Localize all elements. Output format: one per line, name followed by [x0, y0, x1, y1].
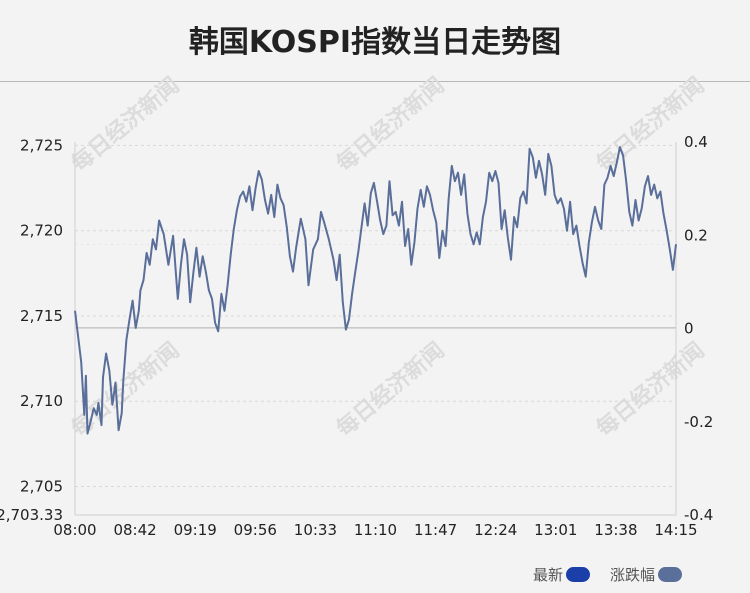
y-right-tick-label: -0.4	[684, 506, 713, 524]
y-left-tick-label: 2,720	[20, 222, 63, 240]
watermark-text: 每日经济新闻	[332, 72, 450, 177]
x-tick-label: 09:19	[174, 521, 217, 539]
y-left-tick-label: 2,705	[20, 478, 63, 496]
y-left-tick-label: 2,710	[20, 392, 63, 410]
watermark-text: 每日经济新闻	[592, 72, 710, 177]
y-right-tick-label: 0.4	[684, 133, 708, 151]
x-tick-label: 09:56	[234, 521, 277, 539]
grid-lines	[75, 144, 676, 488]
x-tick-label: 10:33	[294, 521, 337, 539]
tick-labels: 2,725 2,720 2,715 2,710 2,705 2,703.33 0.4 0.2 0…	[0, 133, 713, 539]
y-right-tick-label: -0.2	[684, 413, 713, 431]
x-tick-label: 08:42	[113, 521, 156, 539]
chart-title: 韩国KOSPI指数当日走势图	[188, 25, 562, 60]
watermark-text: 每日经济新闻	[332, 337, 450, 442]
y-left-tick-label: 2,725	[20, 136, 63, 154]
title-divider	[0, 81, 750, 82]
y-left-tick-label: 2,703.33	[0, 506, 63, 524]
legend-label-latest: 最新	[533, 565, 564, 584]
y-left-tick-label: 2,715	[20, 307, 63, 325]
series-line-latest	[74, 146, 677, 435]
legend-item-latest[interactable]: 最新	[533, 564, 591, 584]
legend-label-change: 涨跌幅	[610, 565, 656, 584]
x-tick-label: 13:38	[594, 521, 637, 539]
x-tick-label: 08:00	[53, 521, 96, 539]
legend-swatch-latest	[566, 566, 591, 582]
x-tick-label: 11:47	[414, 521, 457, 539]
x-tick-label: 11:10	[354, 521, 397, 539]
x-tick-label: 14:15	[654, 521, 697, 539]
x-tick-label: 12:24	[474, 521, 517, 539]
y-right-tick-label: 0.2	[684, 226, 708, 244]
axes	[74, 142, 677, 516]
y-right-tick-label: 0	[684, 320, 694, 338]
legend-swatch-change	[658, 566, 683, 582]
watermark-text: 每日经济新闻	[67, 72, 185, 177]
legend-item-change[interactable]: 涨跌幅	[610, 564, 683, 584]
x-tick-label: 13:01	[534, 521, 577, 539]
